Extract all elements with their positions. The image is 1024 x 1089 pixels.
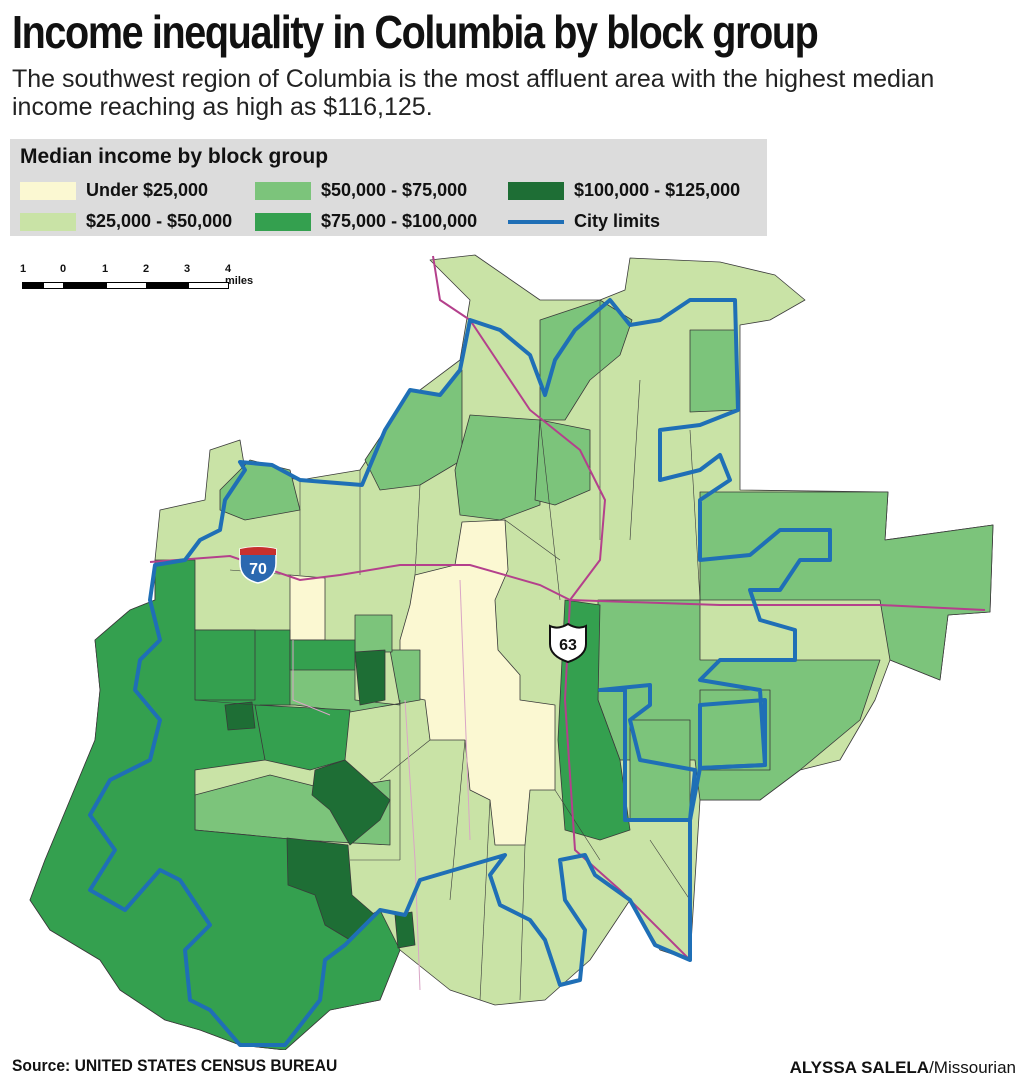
legend-line-swatch [508,213,564,231]
legend-label: Under $25,000 [86,180,209,200]
legend: Median income by block group Under $25,0… [10,139,767,236]
credit-line: ALYSSA SALELA/Missourian [790,1058,1016,1078]
legend-item-25k-50k: $25,000 - $50,000 [20,211,232,232]
interstate-label: 70 [249,561,267,578]
legend-item-under-25k: Under $25,000 [20,180,208,201]
page-subtitle: The southwest region of Columbia is the … [12,65,935,121]
city-limits-inner-east-2 [698,698,767,770]
legend-label: $75,000 - $100,000 [321,211,478,231]
region-north-mid-2 [534,419,591,506]
region-top-income-edge [394,911,416,949]
region-west-mid-3 [289,639,356,671]
legend-item-50k-75k: $50,000 - $75,000 [255,180,467,201]
legend-item-75k-100k: $75,000 - $100,000 [255,211,477,232]
region-east-large [699,491,994,681]
city-limits [88,298,832,1047]
legend-label: $25,000 - $50,000 [86,211,233,231]
city-limits-outline [88,298,832,1047]
region-west-block [194,629,256,701]
scale-label: 0 [60,263,67,275]
us-63-shield: 63 [549,622,587,664]
us-shield-shape [549,622,587,664]
scale-segment [64,282,106,289]
minor-roads [292,579,471,991]
legend-item-100k-125k: $100,000 - $125,000 [508,180,740,201]
page-title: Income inequality in Columbia by block g… [12,6,819,58]
scale-label: 2 [143,263,150,275]
legend-swatch [20,181,76,200]
region-east-mid-2 [629,719,691,821]
legend-label: $100,000 - $125,000 [574,180,741,200]
credit-name: ALYSSA SALELA [789,1058,930,1077]
interstate-shield-top [240,547,276,555]
scale-segment [22,282,43,289]
legend-swatch [20,212,76,231]
scale-label: 4 miles [225,263,254,287]
region-southeast-strip [557,599,631,841]
region-center-south [254,704,351,771]
block-group-lines [194,300,701,1001]
region-northeast-top [689,329,739,413]
interstate-70-line [149,554,986,611]
legend-label: City limits [574,211,661,231]
choropleth-map: 70 63 [29,254,994,1050]
scale-bar: 1 0 1 2 3 4 miles [20,263,260,293]
legend-item-city-limits: City limits [508,211,660,232]
interstate-70-shield: 70 [239,546,277,584]
legend-swatch [508,181,564,200]
scale-segment [188,282,229,289]
region-top-income-mid [311,759,391,846]
legend-swatch [255,212,311,231]
legend-label: $50,000 - $75,000 [321,180,468,200]
region-north-central-2 [454,414,541,521]
scale-label: 1 [102,263,109,275]
scale-label: 1 [20,263,27,275]
scale-segment [147,282,188,289]
region-central-west-strip [289,574,326,641]
scale-segment [43,282,64,289]
region-central-lower [354,614,393,653]
legend-swatch [255,181,311,200]
scale-label: 3 [184,263,191,275]
scale-segment [106,282,147,289]
city-limits-inner-east-1 [598,683,697,822]
source-note: Source: UNITED STATES CENSUS BUREAU [12,1056,338,1075]
credit-org: /Missourian [929,1058,1016,1077]
legend-title: Median income by block group [20,145,329,168]
us-route-label: 63 [559,637,577,654]
region-top-income-north [354,649,386,706]
region-top-income-west [224,701,256,731]
